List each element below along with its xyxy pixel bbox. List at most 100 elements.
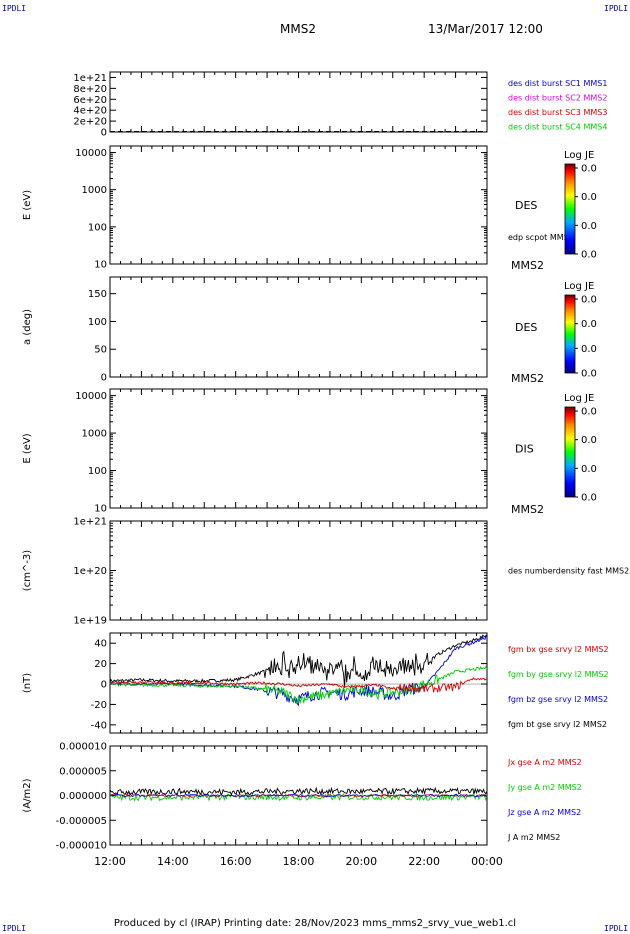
y-tick-label: 100 — [88, 317, 107, 328]
panel-frame — [109, 71, 488, 133]
y-tick-label: 1e+21 — [73, 73, 107, 84]
y-tick-label: 0 — [101, 373, 107, 384]
colorbar-tick-label: 0.0 — [581, 221, 597, 232]
y-tick-label: -0.000005 — [56, 816, 107, 827]
panel-frame — [109, 520, 488, 621]
y-tick-label: 10000 — [75, 148, 107, 159]
corner-label-top-right: IPDLI — [604, 4, 629, 13]
colorbar-tick-label: 0.0 — [581, 295, 597, 306]
colorbar-title: Log JE — [564, 281, 594, 292]
colorbar-tick-label: 0.0 — [581, 250, 597, 261]
legend-entry: des dist burst SC2 MMS2 — [508, 94, 607, 103]
colorbar-tick-label: 0.0 — [581, 464, 597, 475]
colorbar-tick-label: 0.0 — [581, 192, 597, 203]
legend-entry: fgm bt gse srvy l2 MMS2 — [508, 720, 607, 729]
panel-frame — [109, 145, 488, 265]
y-tick-label: 1000 — [82, 429, 107, 440]
x-tick-label: 00:00 — [471, 855, 503, 868]
colorbar — [564, 406, 576, 498]
y-tick-label: 20 — [94, 659, 107, 670]
colorbar-tick-label: 0.0 — [581, 493, 597, 504]
y-tick-label: 10 — [94, 504, 107, 515]
y-tick-label: 1000 — [82, 185, 107, 196]
y-tick-label: 10 — [94, 260, 107, 271]
corner-label-top-left: IPDLI — [2, 4, 27, 13]
y-axis-label: E (eV) — [22, 433, 33, 463]
legend-entry: fgm bz gse srvy l2 MMS2 — [508, 695, 608, 704]
y-tick-label: -0.000010 — [56, 841, 107, 852]
y-tick-label: 8e+20 — [73, 84, 107, 95]
x-tick-label: 18:00 — [283, 855, 315, 868]
y-tick-label: -20 — [91, 700, 107, 711]
panel-side-label: DES — [515, 199, 537, 212]
y-tick-label: 1e+21 — [73, 517, 107, 528]
footer-credits: Produced by cl (IRAP) Printing date: 28/… — [113, 918, 517, 929]
colorbar-title: Log JE — [564, 393, 594, 404]
colorbar — [564, 163, 576, 255]
legend-entry: des dist burst SC1 MMS1 — [508, 79, 607, 88]
series-line — [110, 634, 487, 688]
colorbar-tick-label: 0.0 — [581, 369, 597, 380]
spacecraft-label: MMS2 — [511, 259, 544, 272]
y-tick-label: -40 — [91, 720, 107, 731]
legend-entry: fgm bx gse srvy l2 MMS2 — [508, 645, 609, 654]
y-tick-label: 40 — [94, 639, 107, 650]
legend-entry: J A m2 MMS2 — [507, 833, 560, 842]
x-tick-label: 12:00 — [94, 855, 126, 868]
y-tick-label: 50 — [94, 345, 107, 356]
x-tick-label: 20:00 — [345, 855, 377, 868]
series-line — [110, 793, 487, 798]
y-tick-label: 100 — [88, 222, 107, 233]
colorbar-tick-label: 0.0 — [581, 319, 597, 330]
y-axis-label: (cm^-3) — [22, 550, 33, 591]
colorbar-title: Log JE — [564, 150, 594, 161]
y-tick-label: 1e+19 — [73, 616, 107, 627]
corner-label-bottom-right: IPDLI — [604, 924, 629, 933]
panel-side-note: edp scpot MMS2 — [508, 233, 574, 242]
legend-entry: des dist burst SC4 MMS4 — [508, 123, 607, 132]
panel-frame — [109, 388, 488, 509]
corner-label-bottom-left: IPDLI — [2, 924, 27, 933]
spacecraft-title: MMS2 — [280, 22, 316, 36]
y-tick-label: 0.000000 — [59, 791, 107, 802]
y-tick-label: 0 — [101, 680, 107, 691]
legend-entry: Jx gse A m2 MMS2 — [507, 758, 582, 767]
plot-date: 13/Mar/2017 12:00 — [428, 22, 543, 36]
colorbar-tick-label: 0.0 — [581, 407, 597, 418]
x-tick-label: 16:00 — [220, 855, 252, 868]
y-tick-label: 2e+20 — [73, 117, 107, 128]
series-line — [110, 792, 487, 802]
legend-entry: des numberdensity fast MMS2 — [508, 567, 629, 576]
colorbar-tick-label: 0.0 — [581, 435, 597, 446]
series-line — [110, 635, 487, 707]
colorbar-tick-label: 0.0 — [581, 344, 597, 355]
colorbar — [564, 294, 576, 374]
x-tick-label: 14:00 — [157, 855, 189, 868]
spacecraft-label: MMS2 — [511, 503, 544, 516]
y-tick-label: 150 — [88, 289, 107, 300]
y-tick-label: 10000 — [75, 391, 107, 402]
y-axis-label: E (eV) — [22, 190, 33, 220]
series-line — [110, 786, 487, 797]
y-tick-label: 1e+20 — [73, 566, 107, 577]
y-tick-label: 100 — [88, 466, 107, 477]
colorbar-tick-label: 0.0 — [581, 164, 597, 175]
legend-entry: Jz gse A m2 MMS2 — [507, 808, 581, 817]
y-tick-label: 0.000010 — [59, 742, 107, 753]
panel-frame — [109, 276, 488, 378]
series-line — [110, 676, 487, 693]
spacecraft-label: MMS2 — [511, 372, 544, 385]
legend-entry: Jy gse A m2 MMS2 — [507, 783, 582, 792]
y-tick-label: 0 — [101, 128, 107, 139]
panel-side-label: DES — [515, 321, 537, 334]
y-axis-label: (nT) — [22, 673, 33, 693]
y-tick-label: 0.000005 — [59, 766, 107, 777]
y-axis-label: (A/m2) — [22, 778, 33, 812]
panel-side-label: DIS — [515, 443, 534, 456]
y-axis-label: a (deg) — [22, 309, 33, 345]
x-tick-label: 22:00 — [408, 855, 440, 868]
y-tick-label: 6e+20 — [73, 95, 107, 106]
legend-entry: fgm by gse srvy l2 MMS2 — [508, 670, 609, 679]
y-tick-label: 4e+20 — [73, 106, 107, 117]
